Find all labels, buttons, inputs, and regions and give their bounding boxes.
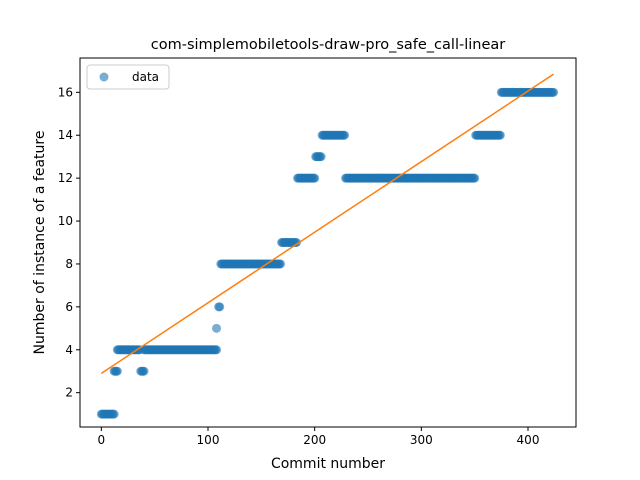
x-tick-label: 300 [410,433,433,447]
data-point [470,173,480,183]
data-point [112,366,122,376]
data-point [495,130,505,140]
legend: data [86,64,170,90]
x-tick-label: 0 [98,433,106,447]
y-tick-label: 12 [58,171,73,185]
legend-marker-data [99,72,109,82]
data-point [276,259,286,269]
x-tick-label: 200 [303,433,326,447]
y-axis-label: Number of instance of a feature [32,131,48,355]
fit-line [100,73,555,374]
data-point [340,130,350,140]
y-tick-label: 16 [58,85,73,99]
data-point [212,323,222,333]
data-point [109,409,119,419]
x-axis-label: Commit number [271,456,385,472]
y-tick-label: 4 [65,343,73,357]
legend-entry-data: data [132,70,159,84]
plot-frame [79,57,577,428]
y-tick-label: 14 [58,128,73,142]
data-point [215,302,225,312]
y-tick-label: 10 [58,214,73,228]
data-point [292,238,302,247]
data-point [212,345,222,355]
plot-area [96,73,559,419]
legend-box [86,64,170,90]
data-point [310,173,320,183]
y-tick-label: 6 [65,300,73,314]
y-tick-label: 2 [65,386,73,400]
y-tick-label: 8 [65,257,73,271]
data-point [316,152,326,162]
x-tick-label: 100 [197,433,220,447]
data-point [549,87,559,97]
data-point [139,366,149,376]
chart-title: com-simplemobiletools-draw-pro_safe_call… [151,37,506,53]
x-tick-label: 400 [517,433,540,447]
axis-ticks: 0 100 200 300 400 2 4 6 8 10 12 14 16 [58,85,540,447]
